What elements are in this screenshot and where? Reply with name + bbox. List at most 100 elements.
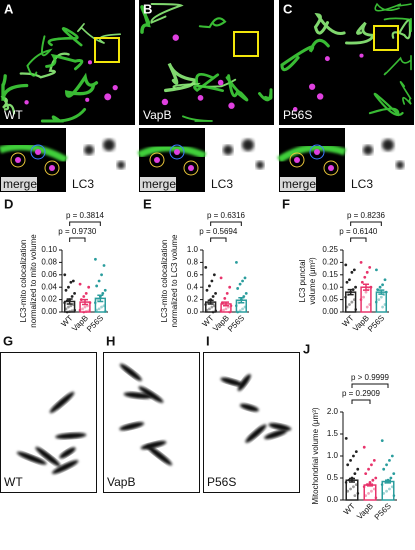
x-tick-label: P56S	[373, 502, 393, 522]
bar	[345, 479, 359, 501]
mito-filament	[225, 74, 249, 102]
inset-filament	[277, 144, 347, 163]
mito-blob	[123, 392, 152, 399]
lc3-blob	[363, 145, 373, 155]
data-point	[204, 265, 208, 269]
panel-letter: H	[106, 333, 115, 348]
data-point	[375, 268, 378, 272]
mito-blob	[268, 423, 292, 431]
mito-blob	[49, 391, 75, 414]
data-point	[244, 292, 248, 295]
inset-ring	[323, 160, 339, 176]
inset-punctum	[294, 157, 300, 163]
mito-blob	[146, 445, 173, 466]
y-axis-label: LC3 punctal	[298, 259, 307, 302]
lc3-punctum	[161, 98, 169, 106]
mito-blob	[240, 403, 259, 412]
y-axis-label: normalized to LC3 volume	[170, 234, 179, 327]
lc3-punctum	[104, 93, 112, 101]
data-point	[208, 284, 211, 288]
inset-label: LC3	[72, 177, 94, 191]
mito-filament	[368, 92, 404, 117]
panel-letter: C	[283, 1, 293, 16]
mito-filament	[258, 88, 273, 102]
significance-bracket	[350, 237, 367, 242]
data-point	[235, 261, 238, 264]
inset-label: LC3	[351, 177, 373, 191]
data-point	[210, 279, 214, 283]
data-point	[363, 275, 367, 279]
bar	[363, 484, 377, 501]
data-point	[350, 270, 354, 274]
data-point	[103, 288, 107, 292]
data-point	[346, 463, 350, 467]
inset-label: LC3	[211, 177, 233, 191]
p-value: p = 0.6316	[207, 211, 246, 220]
lc3-inset	[208, 128, 274, 192]
data-point	[84, 292, 88, 295]
panel-letter: B	[143, 1, 152, 16]
lc3-punctum	[24, 100, 29, 105]
lc3-punctum	[309, 83, 316, 90]
data-point	[349, 459, 352, 462]
y-axis-label: volume (μm³)	[308, 257, 317, 305]
condition-label: WT	[4, 475, 23, 489]
lc3-punctum	[85, 97, 90, 102]
lc3-blob	[223, 145, 233, 155]
data-point	[71, 279, 75, 283]
mito-filament	[193, 72, 224, 92]
mito-blob	[16, 451, 47, 465]
data-point	[212, 273, 216, 277]
y-axis-label: Mitochondrial volume (μm³)	[311, 407, 320, 504]
y-tick-label: 0.0	[187, 307, 199, 316]
mito-filament	[150, 3, 184, 24]
zoom-box	[233, 31, 259, 57]
lc3-punctum	[217, 79, 224, 86]
mito-filament	[0, 96, 16, 115]
error-bar	[82, 298, 88, 306]
bar	[381, 480, 395, 501]
data-point	[95, 284, 99, 288]
lc3-punctum	[292, 107, 298, 112]
data-point	[367, 467, 370, 471]
lc3-blob	[382, 139, 394, 151]
data-point	[388, 459, 391, 462]
condition-label: P56S	[207, 475, 236, 489]
inset-punctum	[35, 149, 41, 155]
data-point	[73, 292, 76, 295]
inset-ring	[309, 144, 325, 160]
p-value: p = 0.5694	[199, 227, 238, 236]
em-panel	[103, 352, 200, 493]
lc3-punctum	[87, 60, 93, 65]
inset-filament	[0, 143, 68, 164]
mito-blob	[59, 447, 76, 459]
data-point	[381, 283, 384, 287]
error-bar	[367, 483, 373, 487]
mito-blob	[237, 374, 251, 391]
lc3-punctum	[228, 102, 235, 109]
data-point	[392, 472, 396, 475]
error-bar	[347, 288, 354, 296]
y-tick-label: 1.0	[327, 451, 339, 460]
data-point	[241, 279, 244, 283]
data-point	[359, 261, 363, 264]
data-point	[368, 265, 372, 269]
mito-filament	[383, 55, 412, 76]
inset-ring	[289, 152, 305, 168]
data-point	[352, 454, 355, 458]
data-point	[370, 463, 373, 467]
significance-bracket	[350, 221, 382, 226]
y-tick-label: 0.6	[187, 270, 199, 279]
y-tick-label: 0.05	[322, 295, 338, 304]
data-point	[368, 481, 372, 484]
mito-blob	[119, 363, 142, 381]
x-tick-label: VapB	[355, 502, 375, 522]
mito-filament	[64, 72, 99, 98]
mito-blob	[245, 424, 267, 443]
data-point	[345, 280, 349, 284]
mito-filament	[383, 17, 412, 33]
condition-label: VapB	[143, 108, 171, 122]
y-axis-label: LC3-mito colocalization	[160, 240, 169, 323]
mito-filament	[345, 21, 376, 45]
error-bar	[349, 477, 355, 483]
